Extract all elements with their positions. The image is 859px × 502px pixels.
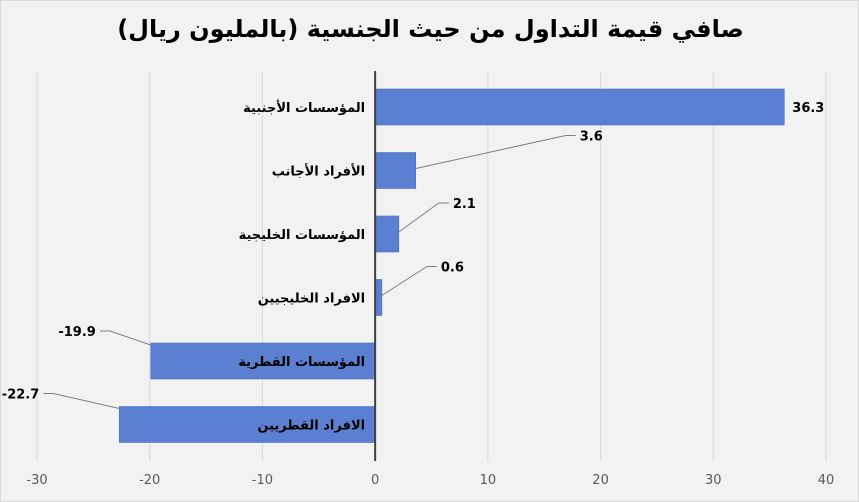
x-tick-label: 40 (818, 473, 835, 488)
leader-line (381, 266, 437, 296)
bar (118, 406, 376, 443)
leader-line (43, 393, 120, 409)
leader-line (99, 330, 152, 346)
category-label: المؤسسات الأجنبية (243, 99, 365, 116)
category-label: الافراد القطريين (257, 419, 365, 434)
bar (374, 279, 383, 316)
category-label: المؤسسات الخليجية (239, 228, 366, 243)
data-label: 2.1 (453, 197, 476, 212)
bar (374, 88, 785, 126)
x-tick-label: 30 (705, 473, 722, 488)
data-label: 0.6 (441, 261, 464, 276)
category-label: الافراد الخليجيين (258, 292, 365, 307)
category-label: المؤسسات القطرية (238, 355, 365, 370)
chart-title: صافي قيمة التداول من حيث الجنسية (بالملي… (117, 15, 744, 43)
leader-line (415, 135, 576, 169)
data-label: -19.9 (58, 325, 95, 340)
x-tick-label: 0 (371, 473, 379, 488)
data-label: 36.3 (792, 101, 824, 116)
x-tick-label: 10 (480, 473, 497, 488)
data-label: 3.6 (580, 130, 603, 145)
category-label: الأفراد الأجانب (272, 163, 365, 180)
bar (374, 215, 400, 253)
data-label: -22.7 (2, 388, 39, 403)
leader-line (398, 202, 449, 233)
x-tick-label: -10 (252, 473, 273, 488)
x-tick-label: 20 (592, 473, 609, 488)
x-tick-label: -20 (139, 473, 160, 488)
x-tick-label: -30 (26, 473, 47, 488)
bar (374, 152, 417, 189)
